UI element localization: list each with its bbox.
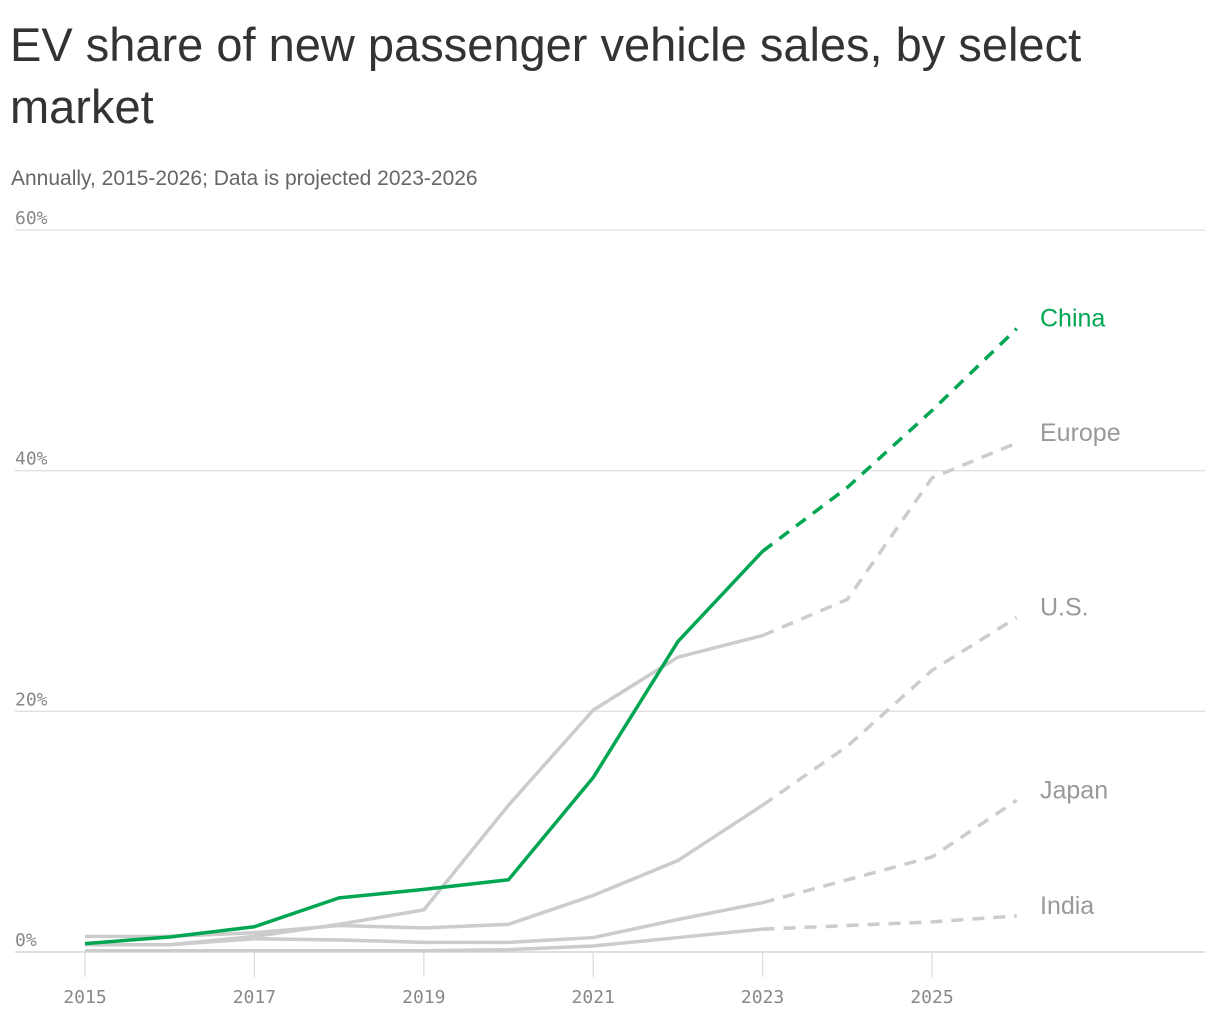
x-tick-label: 2019 bbox=[402, 987, 445, 1008]
x-tick-label: 2023 bbox=[741, 987, 784, 1008]
y-tick-label: 40% bbox=[15, 449, 48, 470]
series-projected-line-us bbox=[761, 615, 1018, 807]
series-label-india: India bbox=[1040, 892, 1094, 920]
series-projected-line-europe bbox=[761, 441, 1018, 638]
chart-subtitle: Annually, 2015-2026; Data is projected 2… bbox=[11, 167, 478, 190]
series-line-europe bbox=[85, 633, 764, 947]
y-tick-label: 20% bbox=[15, 689, 48, 710]
series-label-china: China bbox=[1040, 305, 1105, 333]
series-line-us bbox=[85, 803, 764, 939]
series-projected-line-japan bbox=[762, 798, 1018, 905]
series-label-japan: Japan bbox=[1040, 776, 1108, 804]
series-line-china bbox=[84, 550, 764, 946]
series-projected-line-china bbox=[761, 327, 1018, 553]
series-projected-line-india bbox=[762, 914, 1017, 931]
y-tick-label: 0% bbox=[15, 930, 37, 951]
x-tick-label: 2021 bbox=[572, 987, 615, 1008]
x-tick-label: 2017 bbox=[233, 987, 276, 1008]
series-line-india bbox=[85, 927, 763, 953]
y-tick-label: 60% bbox=[15, 208, 48, 229]
chart-title: EV share of new passenger vehicle sales,… bbox=[10, 18, 1082, 133]
series-label-europe: Europe bbox=[1040, 419, 1121, 447]
series-label-us: U.S. bbox=[1040, 593, 1089, 621]
x-tick-label: 2025 bbox=[910, 987, 953, 1008]
x-tick-label: 2015 bbox=[63, 987, 106, 1008]
